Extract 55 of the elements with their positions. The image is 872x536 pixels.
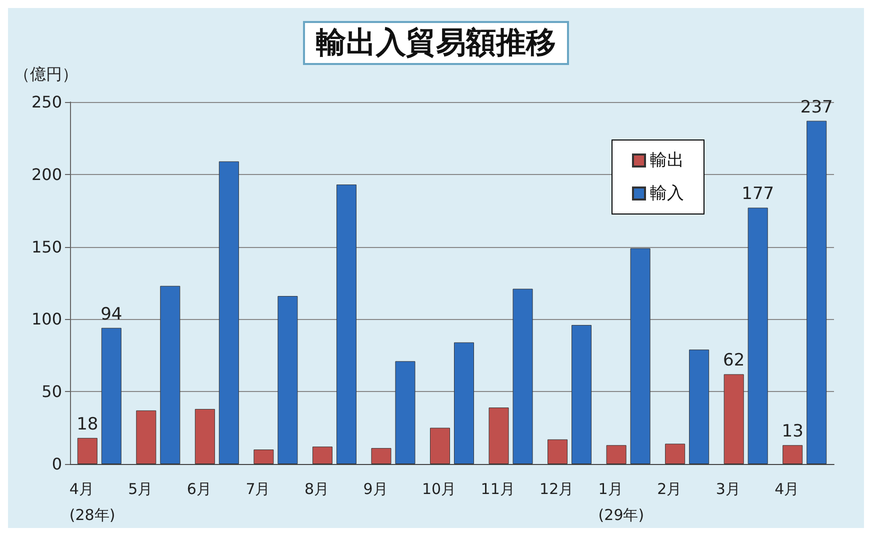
legend-label: 輸出	[650, 150, 684, 170]
bar	[572, 324, 592, 464]
y-tick-label: 100	[31, 310, 62, 329]
bar	[782, 445, 803, 464]
x-tick-label: 8月	[304, 480, 330, 498]
y-tick-label: 0	[52, 454, 62, 474]
bar	[630, 248, 650, 464]
bar	[101, 328, 122, 464]
data-label: 18	[76, 414, 98, 434]
x-tick-label: 10月	[422, 480, 456, 498]
x-tick-label: 6月	[186, 480, 212, 498]
bar	[395, 361, 416, 464]
bar	[454, 342, 474, 464]
chart-title: 輸出入貿易額推移	[315, 26, 556, 60]
bar	[806, 120, 827, 464]
x-tick-label: 4月	[774, 480, 800, 498]
bar	[512, 288, 533, 464]
data-label: 94	[100, 304, 122, 324]
bar	[748, 208, 768, 464]
bar	[312, 446, 332, 464]
x-tick-label: 7月	[246, 480, 270, 498]
x-tick-label: 9月	[363, 480, 388, 498]
y-tick-label: 50	[42, 382, 62, 402]
bar	[254, 450, 274, 464]
y-tick-label: 150	[31, 237, 62, 256]
bar	[430, 428, 450, 464]
bar	[665, 444, 686, 464]
bar	[136, 410, 156, 464]
bar	[606, 445, 626, 464]
data-label: 62	[723, 350, 745, 371]
bar	[548, 439, 568, 464]
x-tick-label: 4月 (28年)	[69, 480, 116, 524]
x-tick-label: 3月	[716, 480, 740, 498]
data-label: 13	[782, 422, 804, 442]
data-label: 177	[742, 184, 774, 204]
bar	[336, 184, 356, 464]
x-tick-label: 12月	[540, 480, 574, 498]
legend-label: 輸入	[650, 184, 684, 204]
bar	[218, 161, 239, 464]
bar	[488, 408, 509, 464]
bar	[371, 448, 392, 464]
bar	[724, 374, 744, 464]
y-tick-label: 250	[31, 92, 62, 112]
y-axis-title: （億円）	[14, 64, 78, 84]
bar	[194, 408, 215, 464]
y-tick-label: 200	[31, 164, 62, 184]
bar	[160, 286, 180, 464]
x-tick-label: 1月 (29年)	[598, 480, 644, 524]
x-tick-label: 5月	[128, 480, 153, 498]
bar	[77, 438, 98, 464]
data-label: 237	[800, 97, 833, 118]
x-tick-label: 2月	[657, 480, 682, 498]
bar	[689, 350, 710, 464]
x-tick-label: 11月	[480, 480, 515, 498]
bar	[278, 296, 298, 464]
